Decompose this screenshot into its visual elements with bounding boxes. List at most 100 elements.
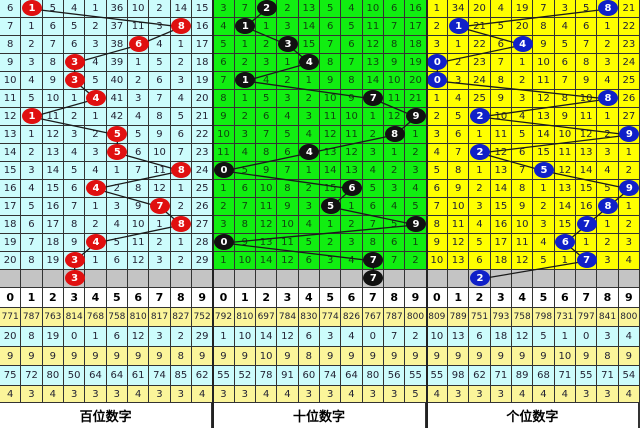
- trend-cell-hit: 5: [320, 198, 342, 216]
- trend-cell: 3: [426, 36, 448, 54]
- stat-cell: 8: [298, 347, 320, 366]
- trend-cell: 3: [128, 90, 150, 108]
- trend-cell: 3: [512, 90, 534, 108]
- hit-ball: 9: [619, 180, 640, 196]
- trend-cell: 7: [64, 198, 86, 216]
- trend-cell-hit: 8: [597, 0, 619, 18]
- trend-cell: 11: [576, 108, 598, 126]
- trend-cell: 1: [128, 54, 150, 72]
- trend-cell: 42: [106, 108, 128, 126]
- next-row-cell: [21, 270, 43, 288]
- trend-cell-hit: 1: [21, 108, 43, 126]
- trend-cell: 6: [426, 180, 448, 198]
- stat-cell: 787: [21, 308, 43, 327]
- digit-header: 8: [384, 288, 406, 308]
- trend-cell: 1: [448, 36, 470, 54]
- stat-cell: 784: [277, 308, 299, 327]
- stat-cell: 12: [128, 327, 150, 347]
- hit-ball: 1: [448, 18, 469, 34]
- trend-cell: 6: [256, 108, 278, 126]
- trend-cell-hit: 0: [213, 234, 235, 252]
- stat-cell: 13: [448, 327, 470, 347]
- stat-cell: 8: [170, 347, 192, 366]
- trend-cell: 7: [21, 234, 43, 252]
- trend-cell: 9: [0, 54, 22, 72]
- stat-cell: 767: [362, 308, 384, 327]
- stat-cell: 12: [512, 327, 534, 347]
- trend-cell: 6: [320, 18, 342, 36]
- trend-cell: 6: [554, 54, 576, 72]
- stat-cell: 4: [341, 327, 363, 347]
- stat-cell: 52: [234, 366, 256, 386]
- stat-cell: 8: [597, 347, 619, 366]
- stat-cell: 9: [21, 347, 43, 366]
- trend-cell: 20: [512, 18, 534, 36]
- trend-cell: 6: [384, 234, 406, 252]
- hit-ball: 8: [597, 198, 618, 214]
- hit-ball: 7: [576, 252, 597, 268]
- stat-cell: 80: [42, 366, 64, 386]
- hit-ball: 2: [469, 108, 490, 124]
- trend-cell: 2: [85, 126, 107, 144]
- trend-cell: 6: [42, 18, 64, 36]
- stat-cell: 8: [21, 327, 43, 347]
- stat-cell: 817: [149, 308, 171, 327]
- stat-cell: 78: [256, 366, 278, 386]
- trend-cell: 10: [341, 108, 363, 126]
- trend-cell: 4: [298, 216, 320, 234]
- trend-cell: 12: [384, 108, 406, 126]
- trend-cell: 5: [170, 108, 192, 126]
- trend-cell: 7: [234, 198, 256, 216]
- stat-cell: 3: [85, 386, 107, 403]
- trend-cell: 3: [469, 198, 491, 216]
- trend-cell: 11: [362, 18, 384, 36]
- trend-cell: 2: [277, 0, 299, 18]
- trend-cell: 1: [533, 180, 555, 198]
- next-row-cell: [42, 270, 64, 288]
- trend-cell: 6: [149, 72, 171, 90]
- digit-header: 1: [448, 288, 470, 308]
- hit-ball: 0: [213, 162, 234, 178]
- trend-cell: 4: [618, 252, 640, 270]
- trend-cell: 1: [213, 180, 235, 198]
- trend-cell: 23: [469, 54, 491, 72]
- stat-cell: 91: [277, 366, 299, 386]
- stat-cell: 12: [277, 327, 299, 347]
- panel-label: 十位数字: [213, 403, 427, 428]
- next-row-cell: [298, 270, 320, 288]
- trend-cell: 7: [0, 18, 22, 36]
- trend-cell-hit: 8: [597, 90, 619, 108]
- trend-cell: 7: [533, 0, 555, 18]
- trend-cell: 12: [149, 180, 171, 198]
- trend-cell: 1: [149, 216, 171, 234]
- trend-cell: 11: [256, 198, 278, 216]
- stat-cell: 3: [149, 327, 171, 347]
- trend-cell: 10: [256, 180, 278, 198]
- next-row-cell: [234, 270, 256, 288]
- trend-cell: 1: [576, 234, 598, 252]
- trend-cell: 3: [448, 72, 470, 90]
- trend-cell: 2: [234, 108, 256, 126]
- stat-cell: 74: [149, 366, 171, 386]
- trend-cell: 9: [426, 234, 448, 252]
- trend-cell: 3: [277, 18, 299, 36]
- trend-cell: 8: [512, 180, 534, 198]
- trend-cell: 3: [149, 252, 171, 270]
- stat-cell: 751: [469, 308, 491, 327]
- next-row-cell: [533, 270, 555, 288]
- trend-cell: 6: [469, 252, 491, 270]
- trend-cell: 2: [341, 216, 363, 234]
- digit-header: 6: [341, 288, 363, 308]
- trend-cell: 20: [469, 0, 491, 18]
- trend-cell: 37: [106, 18, 128, 36]
- trend-cell: 3: [298, 198, 320, 216]
- hit-ball: 8: [597, 90, 618, 106]
- trend-cell: 3: [234, 126, 256, 144]
- hit-ball: 7: [363, 252, 384, 268]
- trend-cell: 6: [384, 0, 406, 18]
- trend-cell: 24: [618, 54, 640, 72]
- stat-cell: 789: [448, 308, 470, 327]
- trend-cell: 4: [341, 0, 363, 18]
- stat-cell: 80: [362, 366, 384, 386]
- digit-header: 1: [234, 288, 256, 308]
